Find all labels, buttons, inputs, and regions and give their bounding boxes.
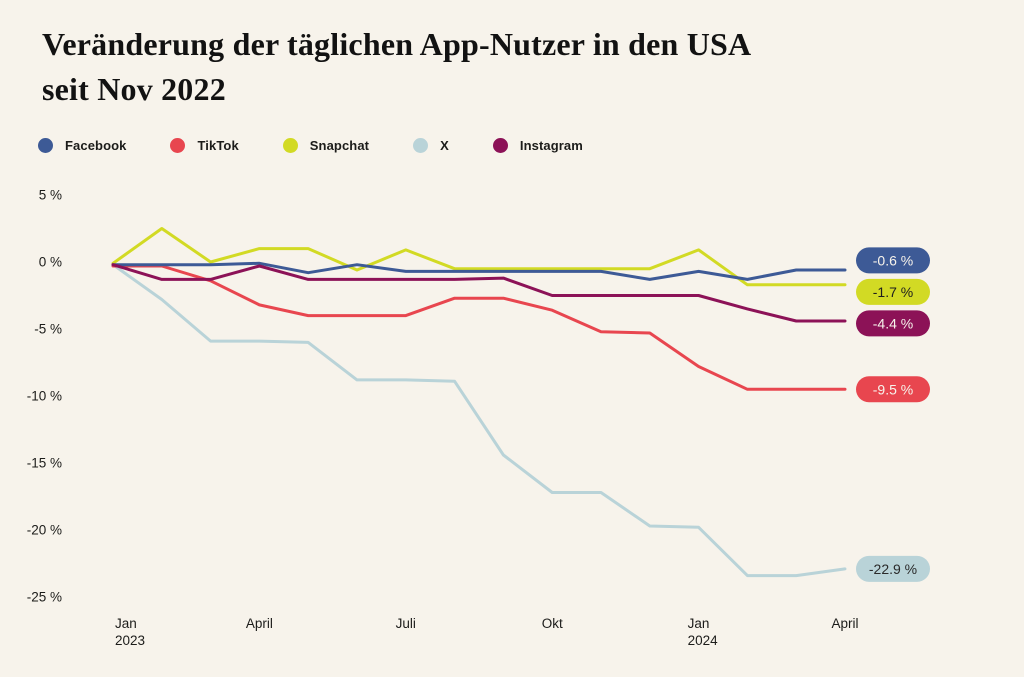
x-axis-label-okt: Okt (542, 616, 563, 631)
instagram-value-label: -4.4 % (873, 315, 913, 331)
legend-label: X (440, 138, 449, 153)
legend-item-tiktok: TikTok (170, 138, 239, 153)
legend: Facebook TikTok Snapchat X Instagram (38, 138, 583, 153)
legend-dot-facebook (38, 138, 53, 153)
legend-dot-snapchat (282, 138, 298, 153)
legend-item-facebook: Facebook (38, 138, 126, 153)
snapchat-line (111, 227, 847, 287)
y-axis-label--5: -5 % (34, 322, 62, 337)
legend-label: Instagram (519, 138, 583, 153)
legend-dot-tiktok (170, 138, 186, 153)
x-line (111, 263, 847, 578)
chart-title: Veränderung der täglichen App-Nutzer in … (42, 22, 972, 112)
legend-label: Snapchat (309, 138, 370, 153)
x-axis-label-april: April (831, 616, 858, 631)
snapchat-value-pill (856, 278, 930, 305)
x-axis-label-juli: Juli (396, 616, 416, 631)
legend-item-instagram: Instagram (492, 138, 583, 153)
facebook-line (111, 261, 847, 281)
y-axis-label--10: -10 % (27, 389, 62, 404)
snapchat-value-label: -1.7 % (873, 284, 913, 300)
y-axis-label-5: 5 % (39, 188, 62, 203)
x-axis-label-jan-2023: Jan (115, 616, 137, 631)
instagram-value-pill (856, 310, 930, 337)
tiktok-value-pill (856, 376, 930, 403)
legend-item-snapchat: Snapchat (282, 138, 370, 153)
x-axis-label-jan-2024: 2024 (688, 633, 719, 648)
instagram-line (111, 263, 847, 323)
legend-dot-x (413, 138, 429, 153)
x-axis-label-jan-2023: 2023 (115, 633, 145, 648)
tiktok-value-label: -9.5 % (873, 381, 913, 397)
y-axis-label-0: 0 % (39, 255, 62, 270)
chart-title-line-1: Veränderung der täglichen App-Nutzer in … (42, 26, 752, 62)
legend-dot-instagram (492, 138, 508, 153)
facebook-value-label: -0.6 % (873, 252, 913, 268)
y-axis-label--15: -15 % (27, 456, 62, 471)
x-value-label: -22.9 % (869, 561, 917, 577)
legend-label: TikTok (197, 138, 239, 153)
chart-title-line-2: seit Nov 2022 (42, 71, 226, 107)
y-axis-label--25: -25 % (27, 590, 62, 605)
facebook-value-pill (856, 247, 930, 274)
x-value-pill (856, 555, 930, 582)
x-axis-label-jan-2024: Jan (688, 616, 710, 631)
legend-item-x: X (413, 138, 449, 153)
tiktok-line (111, 264, 847, 391)
legend-label: Facebook (65, 138, 127, 153)
x-axis-label-april: April (246, 616, 273, 631)
y-axis-label--20: -20 % (27, 523, 62, 538)
